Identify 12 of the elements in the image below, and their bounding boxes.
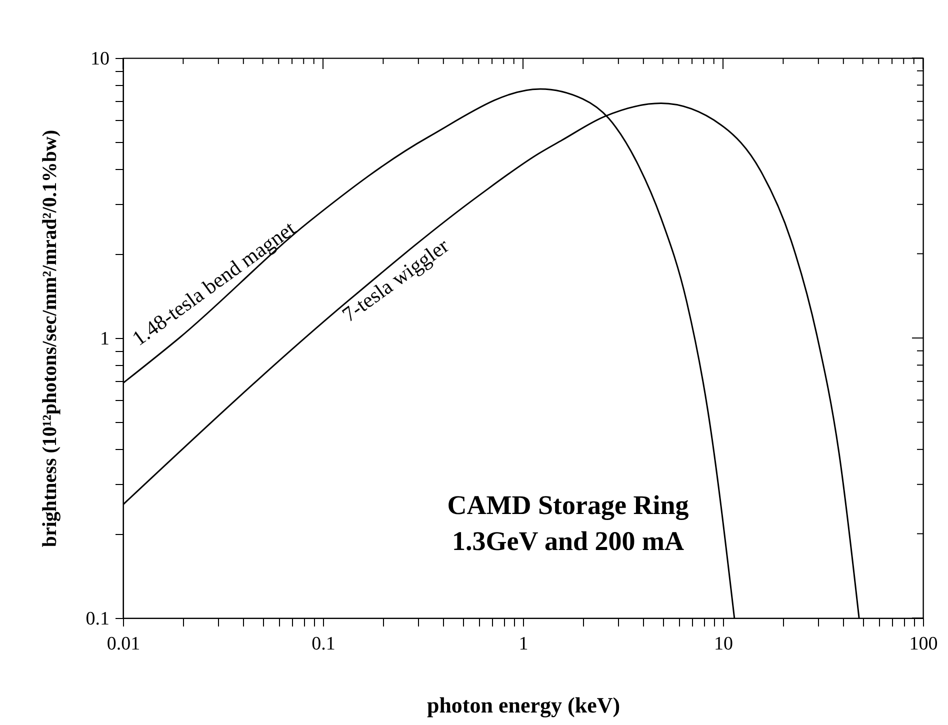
x-tick-label: 0.01 xyxy=(106,634,140,654)
y-tick-label: 10 xyxy=(90,48,110,70)
y-tick-label: 1 xyxy=(100,328,110,350)
annotation: 1.3GeV and 200 mA xyxy=(452,526,685,556)
x-tick-label: 100 xyxy=(909,634,938,654)
y-axis-title: brightness (10¹²photons/sec/mm²/mrad²/0.1%bw) xyxy=(38,130,61,548)
annotation: CAMD Storage Ring xyxy=(447,490,690,520)
x-tick-label: 1 xyxy=(518,634,528,654)
x-tick-label: 0.1 xyxy=(312,634,336,654)
y-tick-label: 0.1 xyxy=(86,608,110,630)
x-axis-title: photon energy (keV) xyxy=(426,692,620,718)
x-tick-label: 10 xyxy=(714,634,733,654)
